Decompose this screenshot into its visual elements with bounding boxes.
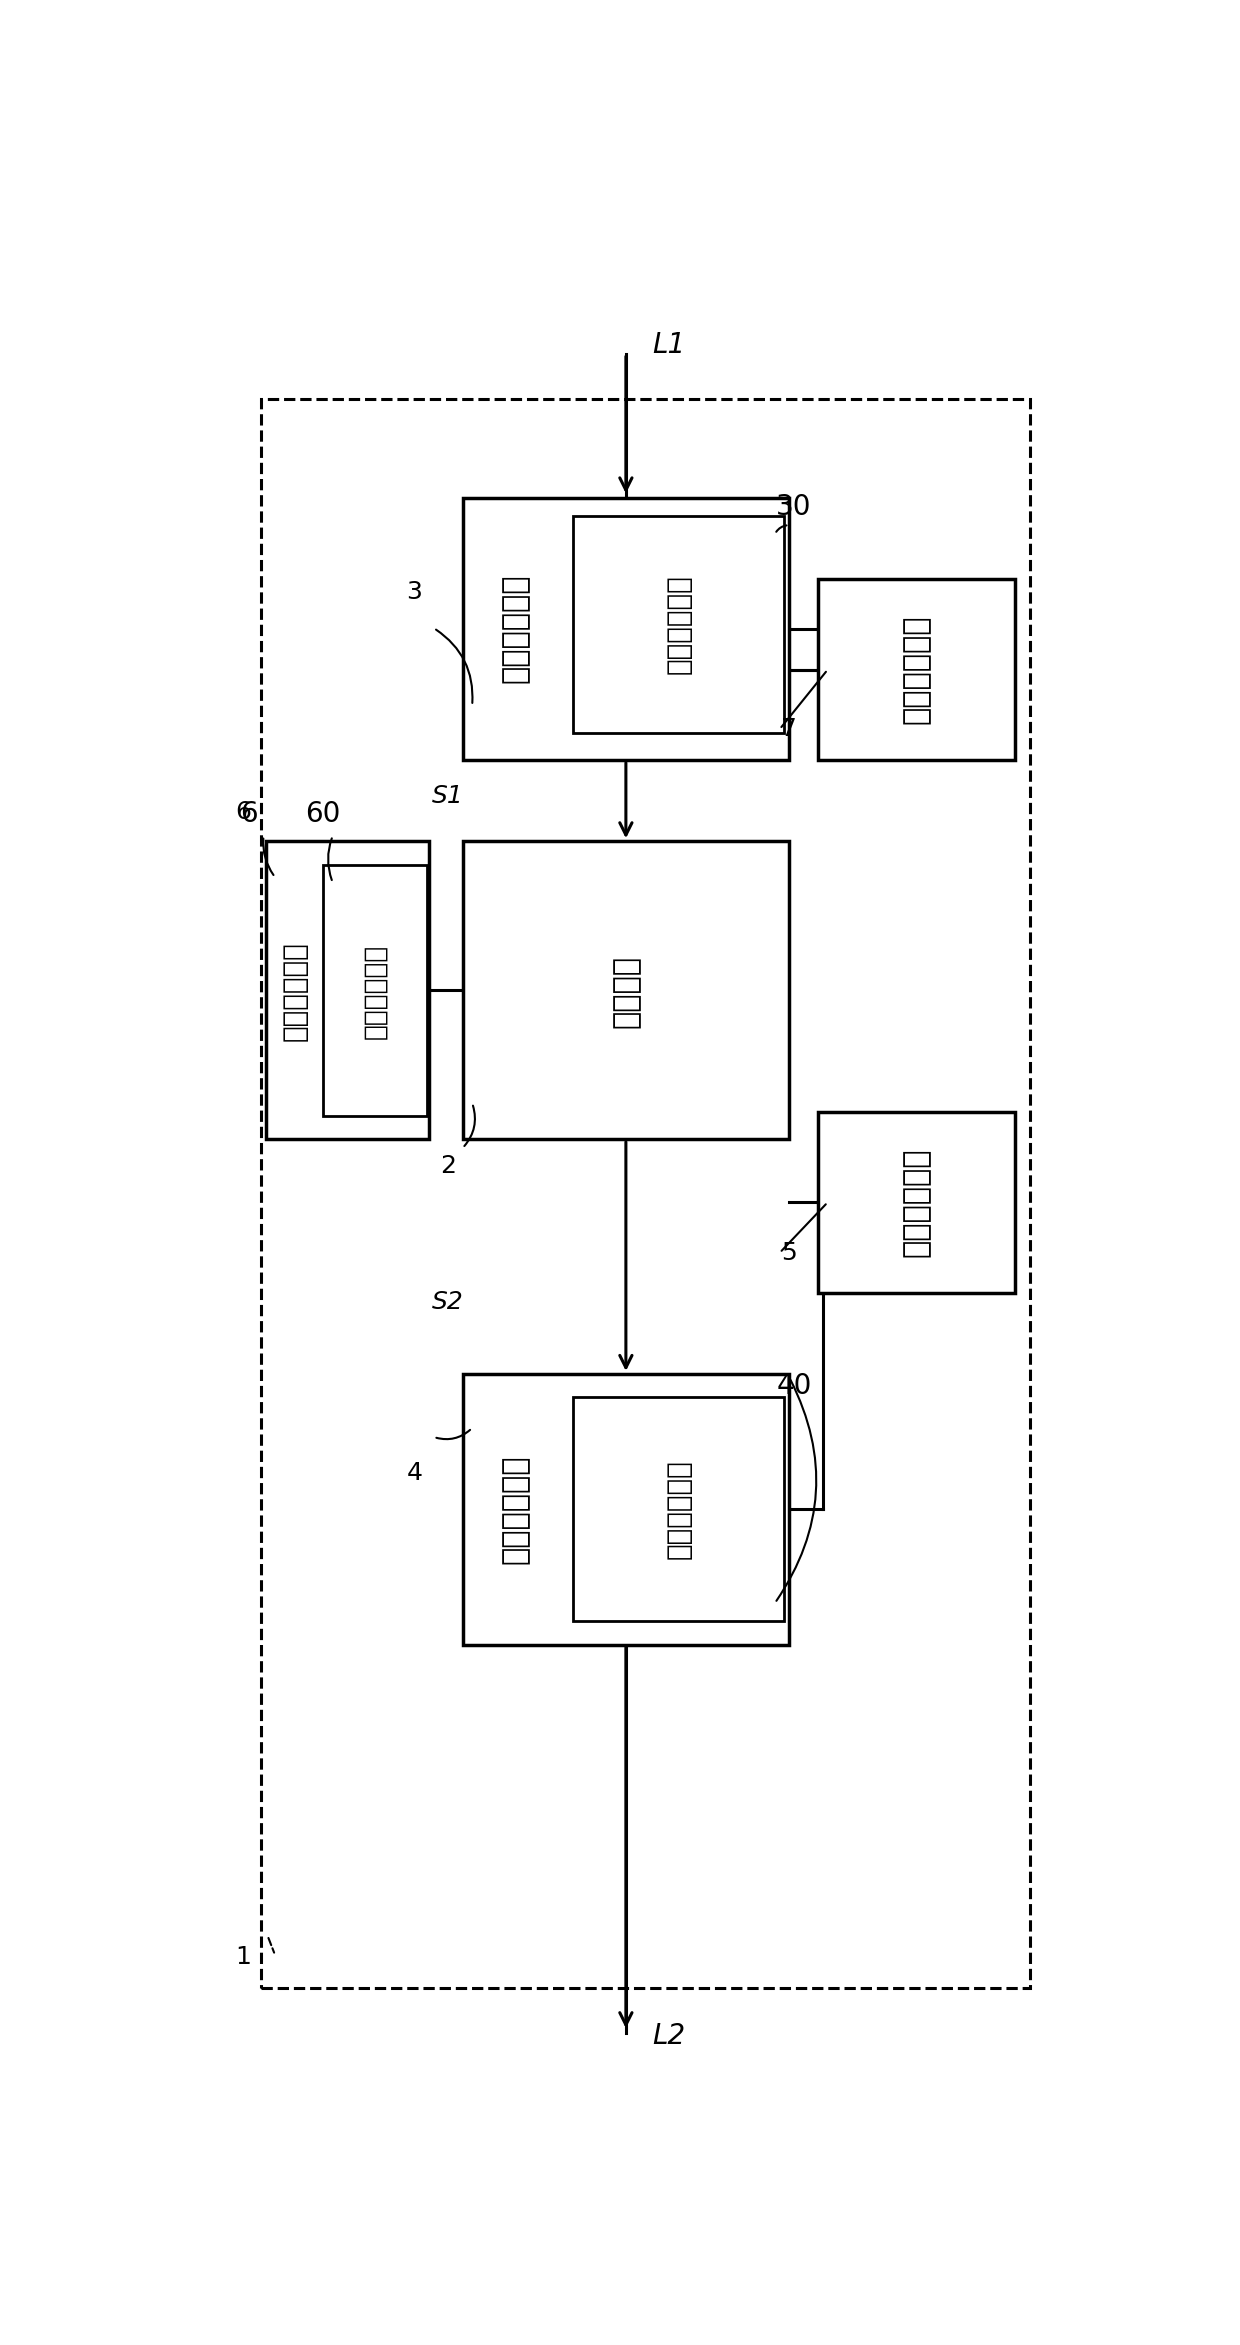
FancyBboxPatch shape — [818, 1112, 1016, 1292]
Text: 电源供应模块: 电源供应模块 — [901, 614, 930, 725]
Text: 40: 40 — [776, 1372, 812, 1400]
Text: 影像感测模块: 影像感测模块 — [501, 572, 529, 682]
FancyBboxPatch shape — [463, 842, 789, 1140]
Text: 7: 7 — [781, 718, 797, 741]
Text: 生物感测芯片: 生物感测芯片 — [362, 943, 388, 1039]
Text: 60: 60 — [305, 800, 341, 828]
Text: 控制模块: 控制模块 — [611, 954, 640, 1027]
Text: 4: 4 — [407, 1461, 423, 1484]
Text: S2: S2 — [433, 1290, 464, 1313]
Text: 6: 6 — [236, 800, 252, 823]
FancyBboxPatch shape — [573, 516, 785, 732]
Text: 影像感测芯片: 影像感测芯片 — [665, 575, 693, 675]
Text: 5: 5 — [781, 1241, 797, 1264]
Text: S1: S1 — [433, 783, 464, 809]
Text: L1: L1 — [652, 331, 686, 359]
Text: 影像显示模块: 影像显示模块 — [501, 1454, 529, 1564]
Text: 30: 30 — [776, 492, 812, 521]
Text: 3: 3 — [407, 579, 423, 605]
Text: 无线传输模块: 无线传输模块 — [901, 1147, 930, 1257]
FancyBboxPatch shape — [265, 842, 429, 1140]
Text: 生物感测模块: 生物感测模块 — [280, 940, 309, 1041]
FancyBboxPatch shape — [573, 1398, 785, 1620]
Text: 2: 2 — [440, 1154, 456, 1177]
Text: 6: 6 — [241, 800, 258, 828]
Text: L2: L2 — [652, 2021, 686, 2050]
FancyBboxPatch shape — [463, 497, 789, 760]
FancyBboxPatch shape — [818, 579, 1016, 760]
Text: 1: 1 — [236, 1944, 252, 1970]
Text: 影像显示芯片: 影像显示芯片 — [665, 1459, 693, 1559]
FancyBboxPatch shape — [324, 865, 427, 1116]
FancyBboxPatch shape — [463, 1374, 789, 1644]
